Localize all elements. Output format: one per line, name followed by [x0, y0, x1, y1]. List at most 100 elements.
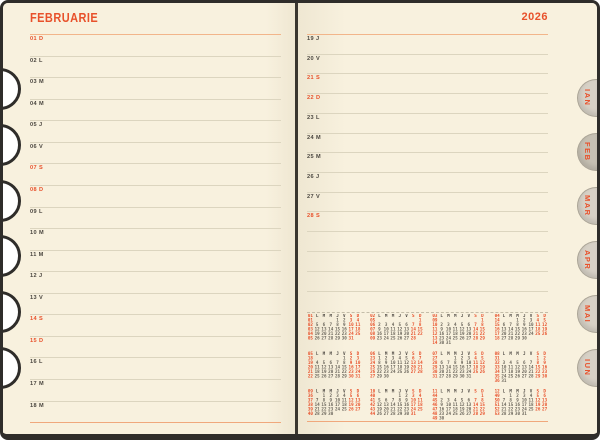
date-row-12[interactable]: 12 J [30, 272, 281, 294]
date-row-17[interactable]: 17 M [30, 380, 281, 402]
day-cell: 6 [543, 393, 546, 399]
week-number: 14 [494, 318, 500, 323]
day-cell: 18 [473, 364, 479, 370]
date-row-10[interactable]: 10 M [30, 229, 281, 251]
date-row-19[interactable]: 19 J [307, 35, 548, 55]
date-row-label: 07 S [30, 165, 44, 171]
day-cell: 7 [502, 398, 506, 403]
left-page-header: FEBRUARIE [30, 11, 281, 34]
mini-calendar-05[interactable]: 05 L M M J V S D 18 1 2 3 19 4 5 6 7 8 9 10 20 11 12 13 14 15 16 17… [307, 352, 361, 384]
day-cell: 13 [466, 327, 472, 332]
day-cell: 26 [459, 336, 465, 341]
day-cell: 19 [376, 407, 382, 412]
mini-calendar-06[interactable]: 06 L M M J V S D 23 1 2 3 4 5 6 7 24 8 9 10 11 12 13 14 25 15 16 17… [369, 352, 423, 384]
day-cell: 17 [334, 402, 341, 408]
date-row-07[interactable]: 07 S [30, 164, 281, 186]
day-cell: 23 [383, 369, 389, 375]
date-row-01[interactable]: 01 D [30, 35, 281, 57]
day-cell: 1 [481, 393, 484, 399]
blank-row[interactable] [307, 232, 548, 252]
day-cell: 25 [314, 373, 320, 379]
mini-calendar-12[interactable]: 12 L M M J V S D 49 1 2 3 4 5 6 50 7 8 9 10 11 12 13 51 14 15 16 17… [494, 389, 548, 422]
day-cell: 28 [334, 373, 341, 379]
date-row-26[interactable]: 26 J [307, 173, 548, 193]
day-cell: 20 [501, 331, 507, 337]
day-cell [445, 417, 452, 422]
day-cell: 4 [536, 318, 540, 323]
day-cell: 23 [348, 369, 354, 375]
date-row-03[interactable]: 03 M [30, 78, 281, 100]
date-row-15[interactable]: 15 D [30, 337, 281, 359]
week-number: 15 [494, 322, 500, 328]
day-cell: 12 [314, 327, 320, 332]
date-row-04[interactable]: 04 M [30, 100, 281, 122]
day-cell: 2 [378, 322, 381, 328]
day-cell: 14 [528, 364, 534, 370]
day-header: L [440, 351, 443, 357]
day-cell: 26 [314, 336, 320, 341]
day-cell: 19 [321, 369, 327, 375]
date-row-21[interactable]: 21 S [307, 74, 548, 95]
day-header: D [356, 351, 360, 357]
date-row-05[interactable]: 05 J [30, 121, 281, 143]
right-page-header: 2026 [307, 11, 548, 34]
date-row-18[interactable]: 18 M [30, 402, 281, 424]
week-number: 01 [307, 318, 313, 323]
mini-calendar-10[interactable]: 10 L M M J V S D 40 1 2 3 4 41 5 6 7 8 9 10 11 42 12 13 14 15 16 17… [369, 389, 423, 422]
day-header: J [522, 314, 526, 319]
day-cell: 15 [535, 364, 541, 370]
week-number: 06 [370, 322, 376, 328]
day-header: M [322, 351, 326, 357]
blank-row[interactable] [307, 272, 548, 292]
day-cell: 13 [410, 360, 416, 366]
date-row-06[interactable]: 06 V [30, 143, 281, 165]
date-row-02[interactable]: 02 L [30, 57, 281, 79]
date-row-08[interactable]: 08 D [30, 186, 281, 208]
mini-calendar-02[interactable]: 02 L M M J V S D 05 1 06 2 3 4 5 6 7 8 07 9 10 11 12 13 14 15 08 16… [369, 314, 423, 346]
date-row-09[interactable]: 09 L [30, 208, 281, 230]
day-cell: 16 [376, 331, 382, 337]
date-row-label: 28 S [307, 213, 321, 219]
date-row-25[interactable]: 25 M [307, 153, 548, 173]
date-row-11[interactable]: 11 M [30, 251, 281, 273]
day-cell: 12 [403, 360, 410, 366]
day-header: M [391, 314, 395, 319]
date-row-14[interactable]: 14 S [30, 315, 281, 337]
date-row-20[interactable]: 20 V [307, 55, 548, 75]
day-header: M [509, 314, 512, 319]
week-number: 25 [370, 364, 376, 370]
day-header: V [343, 314, 346, 319]
day-cell: 6 [405, 322, 408, 328]
day-cell: 10 [348, 322, 354, 328]
day-cell: 12 [321, 364, 327, 370]
blank-row[interactable] [307, 252, 548, 272]
week-number: 42 [370, 402, 376, 408]
mini-calendar-07[interactable]: 07 L M M J V S D 27 1 2 3 4 5 28 6 7 8 9 10 11 12 29 13 14 15 16 17… [432, 352, 486, 384]
day-cell: 4 [474, 355, 477, 361]
date-row-23[interactable]: 23 L [307, 114, 548, 134]
date-row-16[interactable]: 16 L [30, 358, 281, 380]
date-row-28[interactable]: 28 S [307, 212, 548, 233]
day-cell: 7 [474, 398, 477, 403]
date-row-22[interactable]: 22 D [307, 94, 548, 114]
mini-calendar-09[interactable]: 09 L M M J V S D 36 1 2 3 4 5 6 37 7 8 9 10 11 12 13 38 14 15 16 17… [307, 389, 361, 422]
day-cell: 11 [508, 364, 514, 370]
date-row-27[interactable]: 27 V [307, 193, 548, 213]
day-cell: 11 [417, 398, 423, 403]
day-cell [348, 412, 355, 417]
mini-calendar-08[interactable]: 08 L M M J V S D 31 1 2 32 3 4 5 6 7 8 9 33 10 11 12 13 14 15 16 34… [494, 352, 548, 384]
mini-calendar-01[interactable]: 01 L M M J V S D 01 1 2 3 4 02 5 6 7 8 9 10 11 03 12 13 14 15 16 17… [307, 314, 361, 346]
day-cell: 7 [336, 360, 339, 366]
day-cell: 14 [314, 402, 320, 408]
day-cell: 10 [383, 327, 389, 332]
day-cell: 7 [391, 398, 395, 403]
day-cell [354, 337, 361, 342]
day-cell [528, 412, 535, 417]
mini-calendar-03[interactable]: 03 L M M J V S D 09 1 10 2 3 4 5 6 7 8 11 9 10 11 12 13 14 15 12 16… [432, 314, 486, 346]
date-row-label: 25 M [307, 154, 322, 160]
date-row-13[interactable]: 13 V [30, 294, 281, 316]
day-header: V [529, 389, 533, 394]
mini-calendar-04[interactable]: 04 L M M J V S D 14 1 2 3 4 5 15 6 7 8 9 10 11 12 16 13 14 15 16 17… [494, 314, 548, 346]
date-row-24[interactable]: 24 M [307, 134, 548, 154]
mini-calendar-11[interactable]: 11 L M M J V S D 44 1 45 2 3 4 5 6 7 8 46 9 10 11 12 13 14 15 47 16… [432, 389, 486, 422]
